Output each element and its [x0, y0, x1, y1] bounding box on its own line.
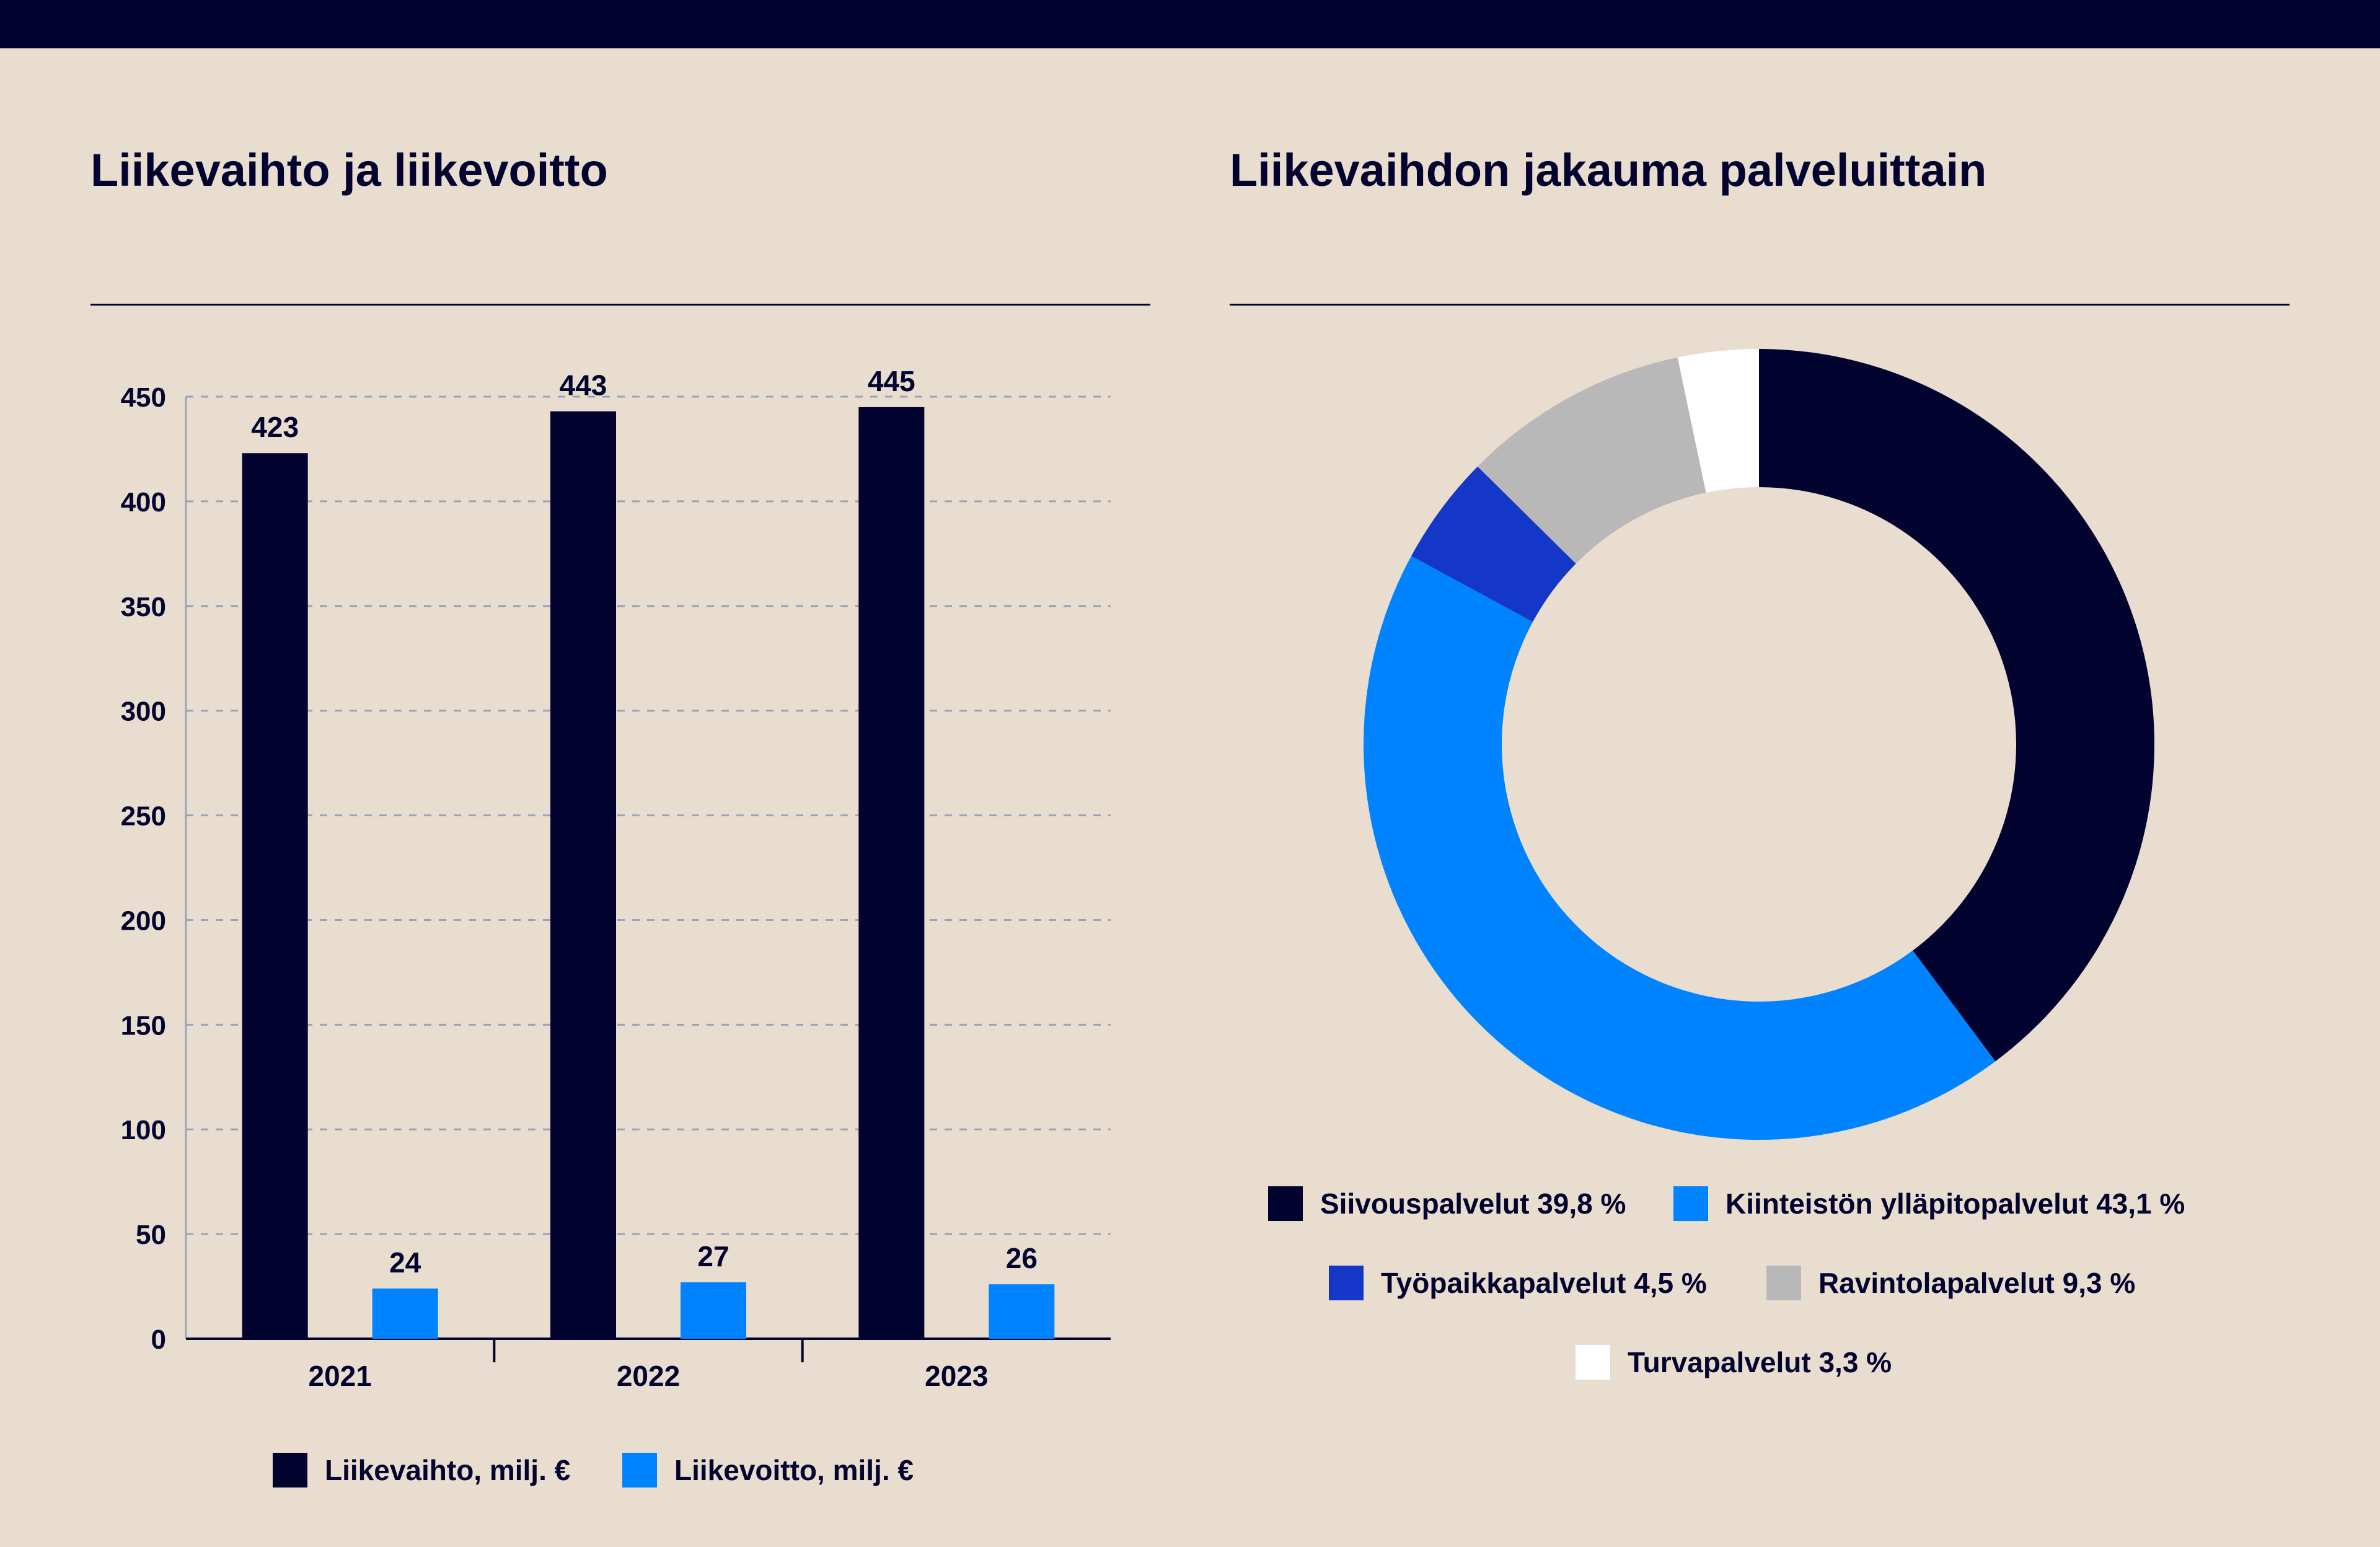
bar-chart-axes: 0 50 100 150 200 250 300 350 400 450 2021 2022 2023: [121, 382, 1111, 1392]
bar-value-label: 24: [389, 1246, 421, 1279]
bar-value-label: 26: [1006, 1242, 1038, 1274]
y-tick-label: 50: [136, 1220, 166, 1250]
x-tick-label: 2023: [925, 1360, 988, 1392]
legend-swatch-liikevoitto: [622, 1453, 657, 1488]
y-tick-label: 100: [121, 1115, 166, 1145]
legend-item-ravintolapalvelut: Ravintolapalvelut 9,3 %: [1766, 1266, 2135, 1300]
bar: [989, 1284, 1055, 1339]
bar: [858, 407, 925, 1339]
y-tick-label: 250: [121, 801, 166, 832]
y-tick-label: 300: [121, 697, 166, 727]
legend-swatch-kiinteiston-yllapitopalvelut: [1673, 1186, 1708, 1221]
legend-label-liikevaihto: Liikevaihto, milj. €: [325, 1454, 571, 1486]
legend-label-ravintolapalvelut: Ravintolapalvelut 9,3 %: [1818, 1267, 2136, 1299]
bar: [550, 411, 616, 1339]
x-tick-label: 2022: [617, 1360, 680, 1392]
bar: [242, 453, 308, 1339]
y-tick-label: 350: [121, 592, 166, 622]
bar-chart-title: Liikevaihto ja liikevoitto: [90, 144, 608, 196]
donut-chart-slices: [1364, 349, 2154, 1140]
y-tick-label: 200: [121, 906, 166, 936]
donut-slice: [1478, 357, 1706, 564]
legend-item-tyopaikkapalvelut: Työpaikkapalvelut 4,5 %: [1329, 1266, 1707, 1300]
legend-swatch-ravintolapalvelut: [1766, 1266, 1801, 1300]
bar-chart-gridlines: [186, 395, 1111, 1235]
legend-label-siivouspalvelut: Siivouspalvelut 39,8 %: [1320, 1188, 1626, 1220]
donut-chart-title: Liikevaihdon jakauma palveluittain: [1230, 144, 1987, 196]
legend-item-liikevaihto: Liikevaihto, milj. €: [273, 1453, 570, 1488]
legend-label-turvapalvelut: Turvapalvelut 3,3 %: [1628, 1346, 1892, 1378]
legend-item-liikevoitto: Liikevoitto, milj. €: [622, 1453, 914, 1488]
bar-value-label: 27: [697, 1240, 729, 1272]
y-tick-label: 400: [121, 487, 166, 518]
bar-value-label: 445: [868, 365, 915, 397]
donut-slice: [1677, 349, 1759, 493]
y-tick-label: 450: [121, 382, 166, 413]
donut-chart-divider: [1230, 304, 2290, 306]
top-bar: [0, 0, 2380, 48]
bar: [372, 1288, 438, 1339]
donut-slice: [1411, 466, 1576, 622]
legend-swatch-liikevaihto: [273, 1453, 307, 1488]
bar-value-label: 423: [251, 411, 299, 443]
x-tick-label: 2021: [308, 1360, 371, 1392]
bar: [681, 1282, 746, 1339]
legend-label-liikevoitto: Liikevoitto, milj. €: [674, 1454, 914, 1486]
legend-item-turvapalvelut: Turvapalvelut 3,3 %: [1576, 1345, 1892, 1380]
legend-item-kiinteiston-yllapitopalvelut: Kiinteistön ylläpitopalvelut 43,1 %: [1673, 1186, 2185, 1221]
legend-swatch-tyopaikkapalvelut: [1329, 1266, 1364, 1300]
bar-value-label: 443: [560, 369, 607, 402]
legend-label-tyopaikkapalvelut: Työpaikkapalvelut 4,5 %: [1381, 1267, 1707, 1299]
donut-slice: [1364, 556, 1996, 1140]
legend-swatch-siivouspalvelut: [1268, 1186, 1303, 1221]
bar-chart-bars: 423 24 443 27 445 26: [242, 365, 1055, 1339]
legend-swatch-turvapalvelut: [1576, 1345, 1610, 1380]
legend-label-kiinteiston-yllapitopalvelut: Kiinteistön ylläpitopalvelut 43,1 %: [1726, 1188, 2185, 1220]
legend-item-siivouspalvelut: Siivouspalvelut 39,8 %: [1268, 1186, 1626, 1221]
y-tick-label: 0: [151, 1324, 166, 1355]
y-tick-label: 150: [121, 1010, 166, 1041]
bar-chart-divider: [90, 304, 1150, 306]
donut-slice: [1759, 349, 2154, 1062]
